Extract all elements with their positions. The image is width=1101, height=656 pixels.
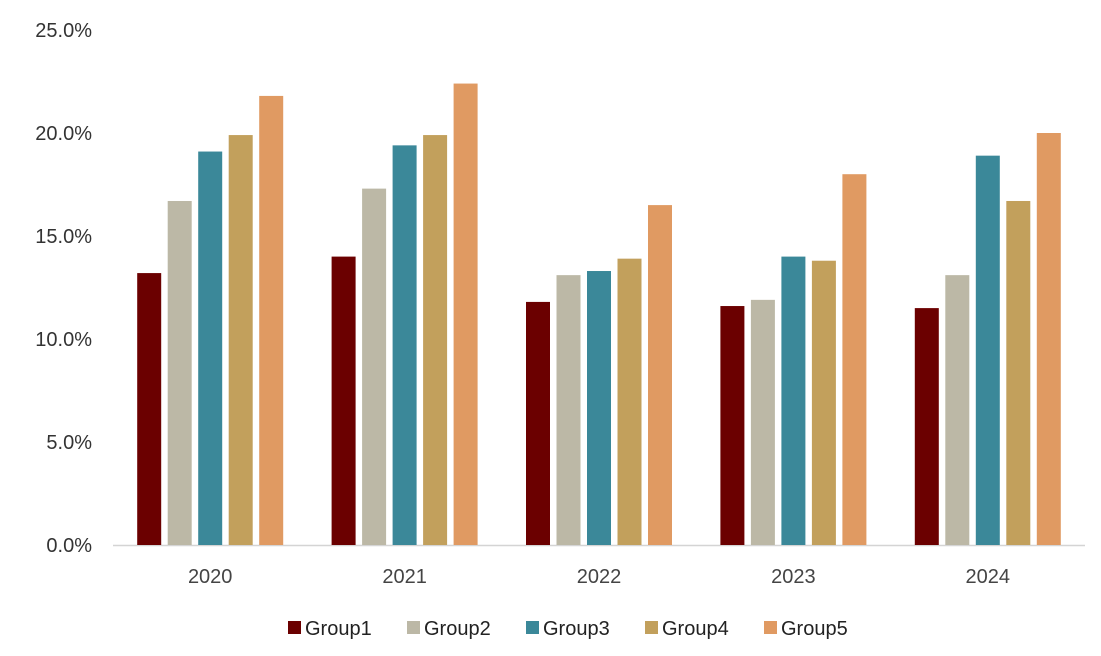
bar-group2-2022 <box>556 275 581 545</box>
bar-group1-2020 <box>137 273 162 545</box>
bar-group1-2022 <box>526 301 550 545</box>
bar-group2-2021 <box>362 188 387 545</box>
bar-group5-2023 <box>842 174 867 545</box>
legend-label-group5: Group5 <box>781 618 848 640</box>
legend-label-group4: Group4 <box>662 618 729 640</box>
legend-swatch-group4 <box>645 621 658 634</box>
legend-swatch-group5 <box>764 621 777 634</box>
legend-label-group1: Group1 <box>305 618 372 640</box>
y-tick-label: 10.0% <box>35 329 92 351</box>
legend-swatch-group3 <box>526 621 539 634</box>
bar-group4-2022 <box>617 258 642 545</box>
bar-group2-2023 <box>750 299 775 545</box>
y-tick-label: 0.0% <box>46 535 92 557</box>
bar-group2-2020 <box>167 200 192 546</box>
bar-group5-2021 <box>453 83 478 545</box>
bar-group4-2020 <box>228 135 253 545</box>
legend-swatch-group2 <box>407 621 420 634</box>
bar-group3-2020 <box>198 151 223 546</box>
x-tick-label: 2024 <box>966 566 1011 588</box>
bar-group5-2022 <box>648 205 672 545</box>
bar-group4-2024 <box>1006 200 1031 546</box>
y-tick-label: 5.0% <box>46 432 92 454</box>
bar-group3-2021 <box>392 145 417 546</box>
bar-group4-2021 <box>423 135 448 545</box>
bar-group3-2023 <box>781 256 806 545</box>
bar-group3-2022 <box>587 271 611 545</box>
bar-group1-2023 <box>720 306 745 545</box>
bar-group1-2024 <box>914 308 939 545</box>
y-tick-label: 15.0% <box>35 226 92 248</box>
x-tick-label: 2020 <box>188 566 233 588</box>
bar-group3-2024 <box>975 155 1000 545</box>
x-tick-label: 2022 <box>577 566 622 588</box>
x-tick-label: 2021 <box>382 566 427 588</box>
bar-group5-2024 <box>1036 133 1061 545</box>
legend-label-group2: Group2 <box>424 618 491 640</box>
bar-group4-2023 <box>811 260 836 545</box>
legend-label-group3: Group3 <box>543 618 610 640</box>
y-tick-label: 20.0% <box>35 123 92 145</box>
bar-group2-2024 <box>945 275 970 545</box>
legend-swatch-group1 <box>288 621 301 634</box>
x-tick-label: 2023 <box>771 566 816 588</box>
bar-group1-2021 <box>331 256 356 545</box>
y-tick-label: 25.0% <box>35 20 92 42</box>
bar-group5-2020 <box>259 95 284 546</box>
